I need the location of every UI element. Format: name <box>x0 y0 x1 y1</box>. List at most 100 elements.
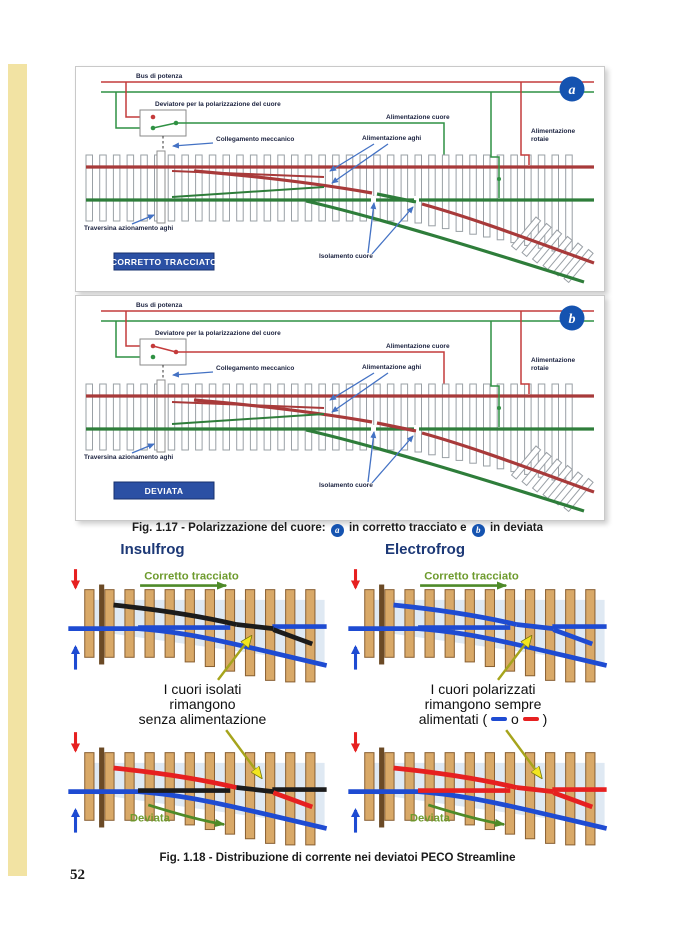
sleepers <box>85 383 409 451</box>
note-line: I cuori polarizzati <box>430 681 536 697</box>
feed-dot <box>497 177 501 181</box>
pointer-arrow-icon <box>371 435 414 484</box>
pointer-arrow-icon <box>131 443 155 454</box>
rails <box>86 394 595 513</box>
rail-feed-red <box>520 311 530 394</box>
insulfrog-note: I cuori isolati rimangono senza alimenta… <box>90 682 315 727</box>
track-diagram: Deviata <box>68 729 328 846</box>
bus-label: Bus di potenza <box>136 302 183 309</box>
alimentazione-rotaie-label: Alimentazione <box>531 128 575 135</box>
heading-electrofrog: Electrofrog <box>384 541 465 558</box>
actuating-tie <box>156 150 166 224</box>
fig17-caption: Fig. 1.17 - Polarizzazione del cuore: a … <box>0 522 675 537</box>
throw-tie <box>99 584 105 665</box>
frog-rail <box>236 622 274 631</box>
blue-rail-legend-icon <box>491 717 508 721</box>
red-rail-legend-icon <box>522 717 539 721</box>
note-text: ) <box>542 711 548 727</box>
pointer-arrow-icon <box>331 372 389 413</box>
badge-a-icon: a <box>330 523 344 537</box>
pointer-arrow-icon <box>371 206 414 255</box>
alimentazione-cuore-label: Alimentazione cuore <box>386 343 450 350</box>
route-label: Corretto tracciato <box>424 570 519 582</box>
pointer-arrow-icon <box>329 143 375 172</box>
pointer-arrow-icon <box>172 142 214 149</box>
alimentazione-rotaie-label2: rotaie <box>531 136 549 143</box>
panel-badge-letter: a <box>569 83 576 98</box>
fig18-insulfrog-deviata: Deviata <box>62 726 334 849</box>
alimentazione-cuore-label: Alimentazione cuore <box>386 114 450 121</box>
switch-lever <box>152 345 177 353</box>
note-line: senza alimentazione <box>138 711 267 727</box>
wire-green-drop <box>115 92 148 129</box>
alimentazione-aghi-label: Alimentazione aghi <box>362 135 421 142</box>
isolamento-label: Isolamento cuore <box>319 482 373 489</box>
throw-tie <box>99 747 105 828</box>
contact-common <box>173 349 179 355</box>
fig18-electrofrog-deviata: Deviata <box>342 726 614 849</box>
fig18-caption: Fig. 1.18 - Distribuzione di corrente ne… <box>159 852 516 864</box>
route-label: Deviata <box>130 812 171 824</box>
route-banner <box>113 252 215 271</box>
feed-dot <box>497 406 501 410</box>
frog-pointer-arrow-icon <box>217 637 251 681</box>
frog-pointer-arrow-icon <box>497 637 531 681</box>
contact-red <box>150 343 156 349</box>
throw-tie <box>379 584 385 665</box>
fig17-panel-a-diagram: Bus di potenza Deviatore per la polarizz… <box>84 73 595 284</box>
actuating-tie <box>156 379 166 453</box>
alimentazione-rotaie-label: Alimentazione <box>531 357 575 364</box>
isolamento-label: Isolamento cuore <box>319 253 373 260</box>
fig18-insulfrog-corretto: Corretto tracciato <box>62 563 334 686</box>
fig17-panel-b: Bus di potenza Deviatore per la polarizz… <box>75 295 605 521</box>
pointer-arrow-icon <box>329 372 375 401</box>
route-banner-label: DEVIATA <box>145 486 184 496</box>
rail-feed-red <box>520 82 530 165</box>
frog-rail <box>516 785 554 794</box>
wire-green-drop <box>115 321 148 358</box>
route-banner-label: CORRETTO TRACCIATO <box>111 257 217 267</box>
track-diagram: Deviata <box>348 729 608 846</box>
fig17-panel-b-diagram: Bus di potenza Deviatore per la polarizz… <box>84 302 595 513</box>
contact-green <box>150 354 156 360</box>
traversina-label: Traversina azionamento aghi <box>84 225 173 232</box>
frog-pointer-arrow-icon <box>505 729 541 777</box>
fig17-caption-text: Fig. 1.17 - Polarizzazione del cuore: <box>131 522 326 534</box>
heading-insulfrog: Insulfrog <box>120 541 185 558</box>
fig17-caption-text2: in corretto tracciato e <box>348 522 467 534</box>
pointer-arrow-icon <box>131 214 155 225</box>
fig17-panel-a: Bus di potenza Deviatore per la polarizz… <box>75 66 605 292</box>
switch-lever <box>152 122 177 129</box>
throw-tie <box>379 747 385 828</box>
panel-badge-letter: b <box>569 312 576 327</box>
traversina-label: Traversina azionamento aghi <box>84 454 173 461</box>
note-line: rimangono <box>169 696 236 712</box>
rails <box>68 765 328 831</box>
note-line: I cuori isolati <box>163 681 242 697</box>
alimentazione-aghi-label: Alimentazione aghi <box>362 364 421 371</box>
frog-rail <box>516 622 554 631</box>
point-rail-lower <box>171 413 325 425</box>
sleepers <box>85 154 409 222</box>
track-diagram: Corretto tracciato <box>68 569 328 683</box>
badge-b-icon: b <box>471 523 485 537</box>
note-text: o <box>511 711 519 727</box>
route-arrow-icon <box>147 803 226 828</box>
pointer-arrow-icon <box>172 371 214 378</box>
pointer-arrow-icon <box>331 143 389 184</box>
rails <box>348 602 608 668</box>
sleepers-slanted <box>510 216 594 284</box>
panel-badge <box>559 305 585 331</box>
note-text: alimentati ( <box>418 711 488 727</box>
collegamento-label: Collegamento meccanico <box>216 136 294 143</box>
pointer-arrow-icon <box>367 202 377 254</box>
note-line: alimentati ( o ) <box>368 712 598 727</box>
deviatore-label: Deviatore per la polarizzazione del cuor… <box>155 330 281 337</box>
electrofrog-note: I cuori polarizzati rimangono sempre ali… <box>368 682 598 727</box>
rails <box>68 602 328 668</box>
route-label: Deviata <box>410 812 451 824</box>
panel-badge <box>559 76 585 102</box>
route-arrow-icon <box>427 803 506 828</box>
note-line: rimangono sempre <box>424 696 542 712</box>
